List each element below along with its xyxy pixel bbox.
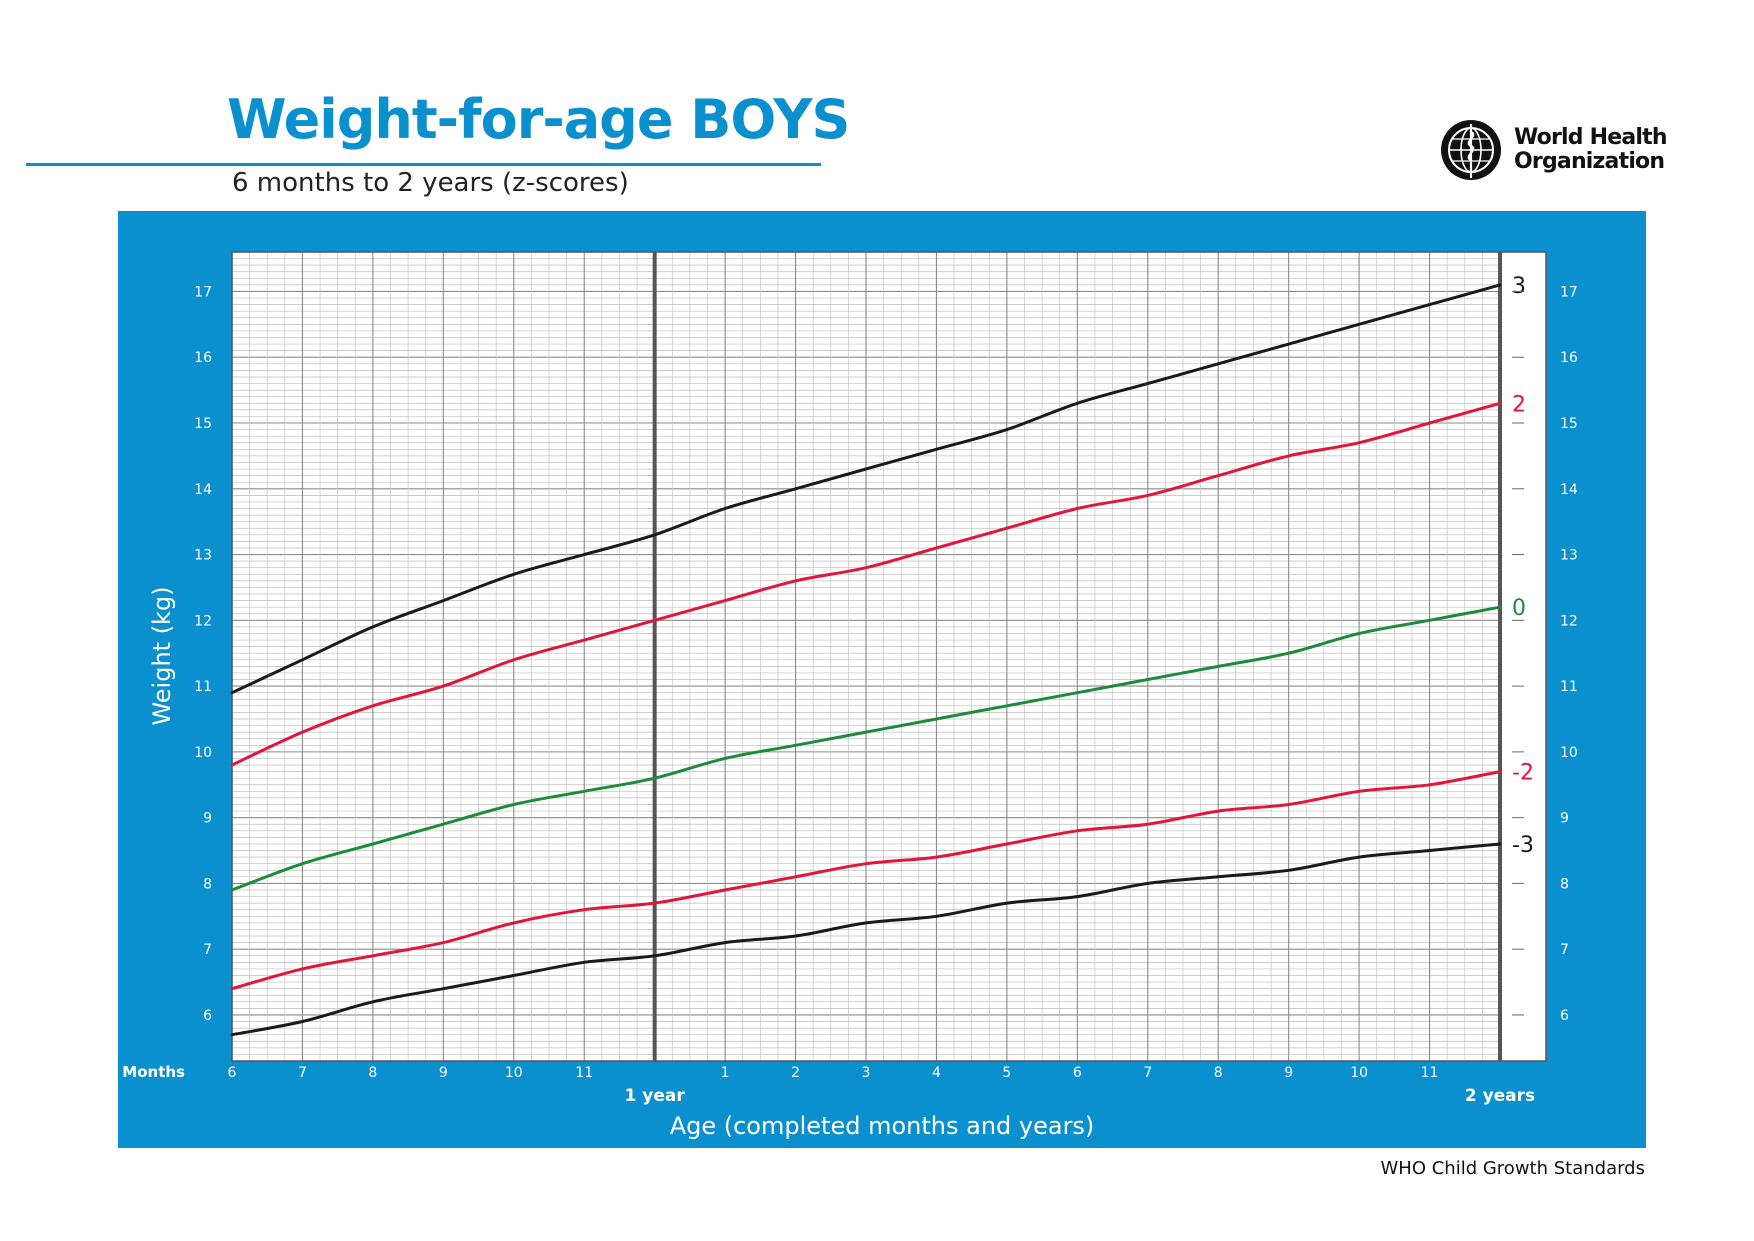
x-tick-label: 10	[505, 1065, 523, 1081]
y-tick-label: 12	[1560, 613, 1578, 629]
y-tick-label: 11	[1560, 679, 1578, 695]
y-tick-label: 6	[203, 1008, 212, 1024]
y-tick-label: 6	[1560, 1008, 1569, 1024]
z-label-3: 3	[1512, 274, 1526, 299]
plot-area	[232, 252, 1546, 1061]
y-tick-label: 8	[1560, 876, 1569, 892]
z-score-labels: 3 2 0 -2 -3	[1512, 274, 1534, 858]
y-axis-title: Weight (kg)	[148, 586, 176, 725]
z-label-2: 2	[1512, 392, 1526, 417]
y-tick-label: 13	[1560, 548, 1578, 564]
who-logo-line1: World Health	[1514, 125, 1668, 150]
z-label-0: 0	[1512, 596, 1526, 621]
y-axis-right: 6 7 8 9 10 11 12 13 14 15 16 17	[1512, 284, 1578, 1024]
x-tick-label: 6	[1073, 1065, 1082, 1081]
x-tick-label: 3	[862, 1065, 871, 1081]
x-tick-label: 9	[439, 1065, 448, 1081]
y-tick-label: 15	[1560, 416, 1578, 432]
y-tick-label: 17	[194, 284, 212, 300]
x-axis-prefix: Months	[122, 1063, 185, 1081]
who-emblem-icon	[1441, 120, 1501, 180]
x-tick-label: 11	[575, 1065, 593, 1081]
y-tick-label: 16	[1560, 350, 1578, 366]
z-curve-2	[230, 401, 1502, 767]
z-label--3: -3	[1512, 833, 1534, 858]
y-tick-label: 10	[194, 745, 212, 761]
y-tick-label: 16	[194, 350, 212, 366]
x-tick-label: 2	[791, 1065, 800, 1081]
y-tick-label: 9	[203, 811, 212, 827]
page-title: Weight-for-age BOYS	[227, 88, 850, 151]
x-tick-label: 1	[721, 1065, 730, 1081]
y-tick-label: 12	[194, 613, 212, 629]
who-logo-text: World Health Organization	[1514, 125, 1668, 174]
footer-source: WHO Child Growth Standards	[1380, 1158, 1646, 1179]
plot-border	[231, 251, 1547, 1062]
z-label--2: -2	[1512, 761, 1534, 786]
x-tick-label: 11	[1421, 1065, 1439, 1081]
chart-grid-major	[231, 251, 1547, 1062]
x-tick-label: 6	[228, 1065, 237, 1081]
z-curve--2	[230, 770, 1502, 991]
y-tick-label: 11	[194, 679, 212, 695]
page-subtitle: 6 months to 2 years (z-scores)	[232, 168, 629, 198]
title-underline	[26, 163, 821, 166]
x-tick-label: 7	[1143, 1065, 1152, 1081]
y-tick-label: 8	[203, 876, 212, 892]
x-axis-title: Age (completed months and years)	[670, 1112, 1095, 1140]
who-logo-line2: Organization	[1514, 149, 1665, 174]
year-marker-label: 1 year	[625, 1086, 686, 1106]
x-tick-label: 7	[298, 1065, 307, 1081]
y-tick-label: 14	[1560, 482, 1578, 498]
y-tick-label: 10	[1560, 745, 1578, 761]
y-tick-label: 7	[1560, 942, 1569, 958]
z-score-curves	[230, 283, 1502, 1037]
y-tick-label: 17	[1560, 284, 1578, 300]
x-tick-label: 8	[368, 1065, 377, 1081]
x-tick-label: 10	[1350, 1065, 1368, 1081]
x-tick-label: 5	[1002, 1065, 1011, 1081]
z-curve--3	[230, 842, 1502, 1037]
y-tick-label: 14	[194, 482, 212, 498]
y-tick-label: 13	[194, 548, 212, 564]
x-tick-label: 9	[1284, 1065, 1293, 1081]
z-curve-3	[230, 283, 1502, 695]
x-tick-label: 4	[932, 1065, 941, 1081]
x-tick-label: 8	[1214, 1065, 1223, 1081]
year-marker-label: 2 years	[1465, 1086, 1535, 1106]
y-tick-label: 9	[1560, 811, 1569, 827]
z-curve-0	[230, 605, 1502, 892]
y-tick-label: 15	[194, 416, 212, 432]
y-tick-label: 7	[203, 942, 212, 958]
y-axis-left: 6 7 8 9 10 11 12 13 14 15 16 17	[194, 284, 212, 1023]
